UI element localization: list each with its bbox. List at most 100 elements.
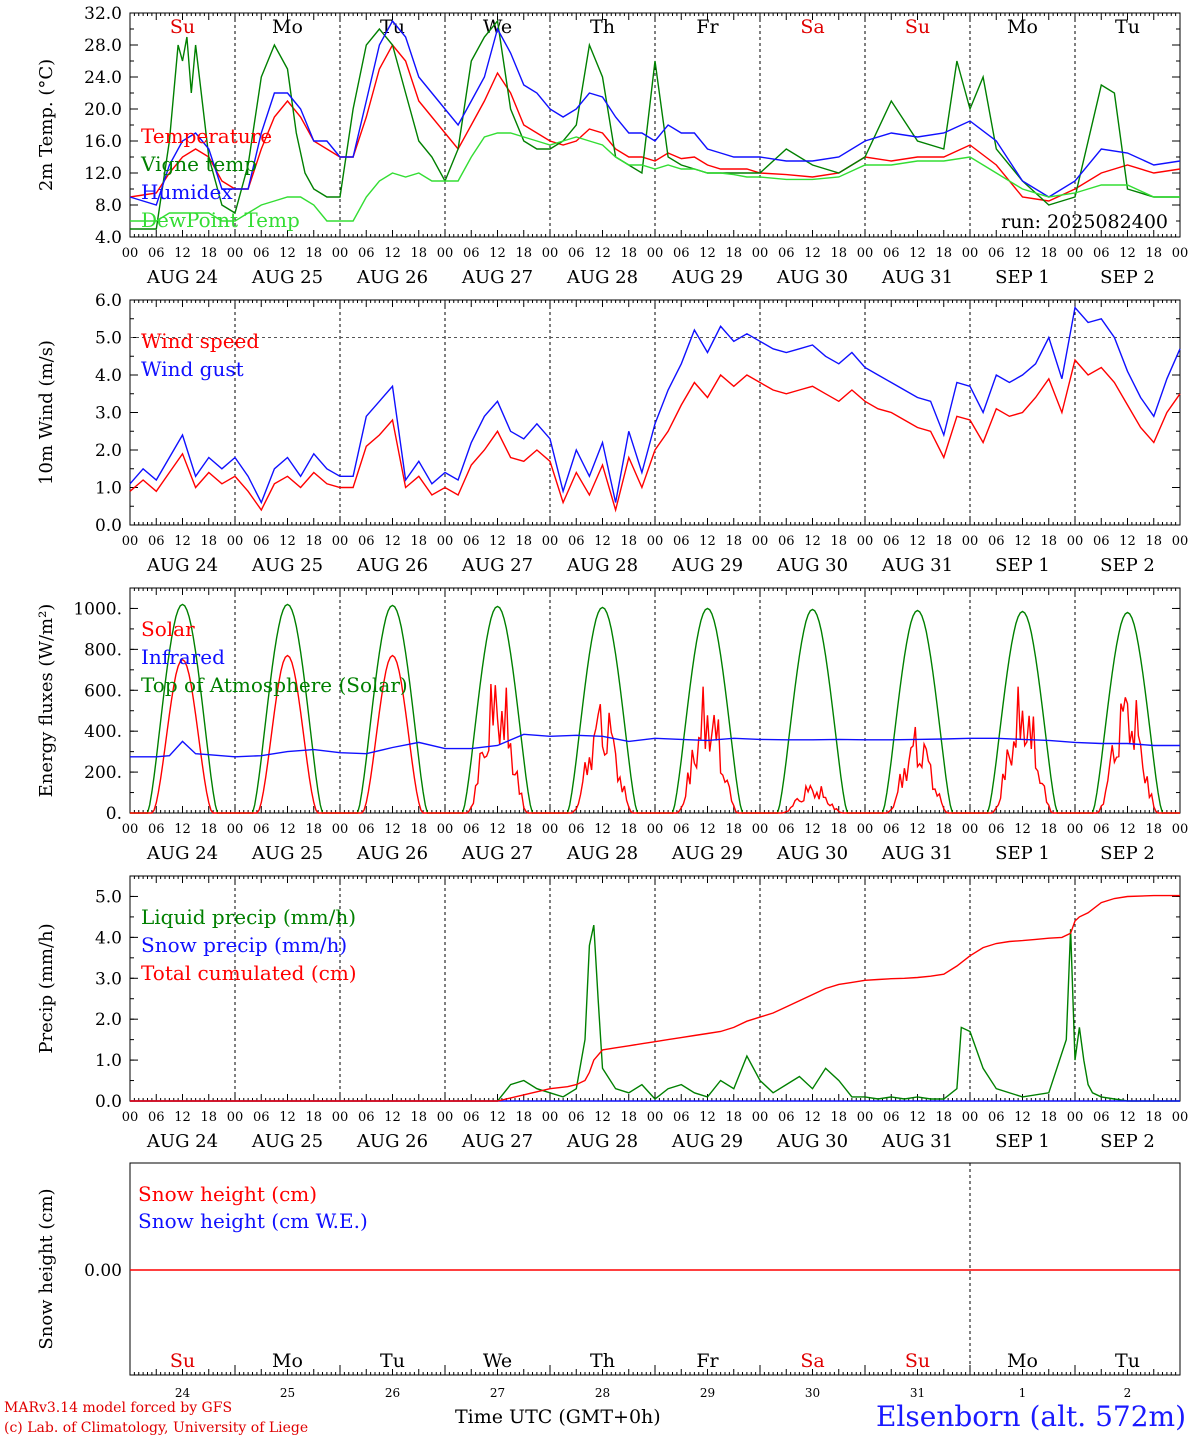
- snow-day-number: 1: [1019, 1386, 1027, 1400]
- wind-ytick-label: 5.0: [95, 329, 122, 349]
- precip-hour-label: 18: [830, 1110, 847, 1125]
- snow-day-number: 28: [595, 1386, 610, 1400]
- station-name: Elsenborn (alt. 572m): [875, 1400, 1186, 1433]
- temp-ytick-label: 24.0: [84, 68, 122, 88]
- wind-date-label: AUG 26: [356, 555, 428, 576]
- precip-hour-label: 06: [1093, 1110, 1110, 1125]
- temp-hour-label: 18: [1040, 246, 1057, 261]
- snow-legend-entry: Snow height (cm W.E.): [138, 1209, 368, 1233]
- wind-hour-label: 18: [410, 534, 427, 549]
- energy-hour-label: 12: [909, 822, 926, 837]
- temp-date-label: AUG 30: [776, 267, 848, 288]
- energy-hour-label: 06: [148, 822, 165, 837]
- energy-hour-label: 06: [463, 822, 480, 837]
- precip-hour-label: 06: [253, 1110, 270, 1125]
- wind-ytick-label: 0.0: [95, 516, 122, 536]
- temp-ytick-label: 16.0: [84, 132, 122, 152]
- wind-hour-label: 06: [148, 534, 165, 549]
- wind-panel: 00 06 12 18 00 06 12 18 00 06 12 18 00 06 12 18 00 06 12 18…: [36, 291, 1188, 576]
- precip-ytick-label: 2.0: [95, 1010, 122, 1030]
- temp-hour-label: 06: [148, 246, 165, 261]
- wind-hour-label: 12: [1014, 534, 1031, 549]
- snow-weekday-label: Tu: [380, 1350, 405, 1372]
- temp-weekday-label: Fr: [696, 16, 719, 38]
- precip-hour-label: 00: [437, 1110, 454, 1125]
- energy-hour-label: 00: [1067, 822, 1084, 837]
- wind-hour-label: 18: [725, 534, 742, 549]
- precip-hour-label: 00: [1067, 1110, 1084, 1125]
- precip-hour-label: 18: [200, 1110, 217, 1125]
- energy-hour-label: 00: [542, 822, 559, 837]
- temp-hour-label: 00: [332, 246, 349, 261]
- temp-hour-label: 06: [883, 246, 900, 261]
- energy-date-label: AUG 24: [146, 843, 218, 864]
- wind-hour-label: 18: [305, 534, 322, 549]
- temp-ytick-label: 8.0: [95, 196, 122, 216]
- energy-legend-entry: Infrared: [141, 645, 225, 669]
- precip-hour-label: 06: [988, 1110, 1005, 1125]
- energy-hour-label: 06: [1093, 822, 1110, 837]
- temp-hour-label: 18: [725, 246, 742, 261]
- temp-date-label: SEP 2: [1100, 267, 1155, 288]
- wind-hour-label: 18: [935, 534, 952, 549]
- energy-hour-label: 06: [358, 822, 375, 837]
- energy-ytick-label: 0.: [106, 804, 122, 824]
- energy-hour-label: 18: [620, 822, 637, 837]
- wind-hour-label: 00: [437, 534, 454, 549]
- snow-day-number: 24: [175, 1386, 191, 1400]
- temp-line: [130, 19, 1180, 230]
- energy-hour-label: 12: [1014, 822, 1031, 837]
- precip-hour-label: 18: [1040, 1110, 1057, 1125]
- temp-legend-entry: Temperature: [141, 124, 272, 148]
- precip-date-label: SEP 2: [1100, 1131, 1155, 1152]
- precip-date-label: SEP 1: [995, 1131, 1050, 1152]
- temp-weekday-label: Su: [170, 16, 195, 38]
- snow-panel: 0.00 Snow height (cm) Snow height (cm) Snow…: [36, 1162, 1181, 1400]
- temp-date-label: AUG 29: [671, 267, 743, 288]
- temp-hour-label: 12: [804, 246, 821, 261]
- precip-hour-label: 06: [358, 1110, 375, 1125]
- energy-hour-label: 00: [437, 822, 454, 837]
- snow-day-number: 31: [910, 1386, 925, 1400]
- energy-hour-label: 18: [200, 822, 217, 837]
- temp-hour-label: 06: [673, 246, 690, 261]
- wind-hour-label: 12: [489, 534, 506, 549]
- run-label: run: 2025082400: [1001, 211, 1168, 233]
- energy-hour-label: 18: [305, 822, 322, 837]
- energy-line: [130, 654, 1180, 814]
- temp-hour-label: 06: [253, 246, 270, 261]
- wind-hour-label: 06: [778, 534, 795, 549]
- energy-ytick-label: 400.: [84, 722, 122, 742]
- temp-weekday-label: Su: [905, 16, 930, 38]
- temp-hour-label: 12: [594, 246, 611, 261]
- wind-hour-label: 00: [857, 534, 874, 549]
- wind-hour-label: 06: [463, 534, 480, 549]
- energy-hour-label: 06: [988, 822, 1005, 837]
- energy-hour-label: 12: [489, 822, 506, 837]
- precip-hour-label: 00: [122, 1110, 139, 1125]
- temp-hour-label: 06: [988, 246, 1005, 261]
- precip-hour-label: 12: [1014, 1110, 1031, 1125]
- precip-hour-label: 06: [463, 1110, 480, 1125]
- temp-date-label: AUG 26: [356, 267, 428, 288]
- temp-hour-label: 12: [909, 246, 926, 261]
- temp-hour-label: 00: [857, 246, 874, 261]
- precip-date-label: AUG 26: [356, 1131, 428, 1152]
- temp-legend-entry: Humidex: [141, 180, 233, 204]
- wind-hour-label: 18: [515, 534, 532, 549]
- snow-weekday-label: Su: [170, 1350, 195, 1372]
- snow-ytick-label: 0.00: [84, 1261, 122, 1281]
- wind-hour-label: 18: [200, 534, 217, 549]
- precip-legend-entry: Liquid precip (mm/h): [141, 905, 356, 929]
- temp-hour-label: 06: [778, 246, 795, 261]
- precip-hour-label: 00: [332, 1110, 349, 1125]
- wind-hour-label: 06: [883, 534, 900, 549]
- snow-day-number: 26: [385, 1386, 400, 1400]
- precip-hour-label: 00: [857, 1110, 874, 1125]
- energy-hour-label: 12: [279, 822, 296, 837]
- wind-ytick-label: 4.0: [95, 366, 122, 386]
- energy-ytick-label: 200.: [84, 763, 122, 783]
- energy-date-label: AUG 29: [671, 843, 743, 864]
- precip-legend-entry: Snow precip (mm/h): [141, 933, 347, 957]
- precip-line: [130, 924, 1180, 1102]
